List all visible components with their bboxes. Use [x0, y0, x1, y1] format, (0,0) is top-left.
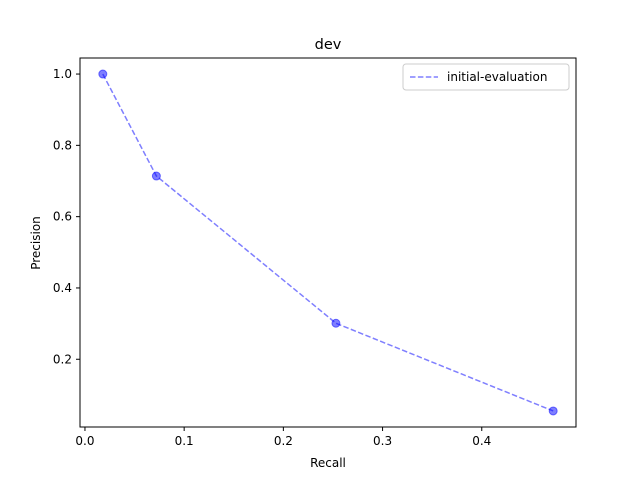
axes-frame — [79, 57, 577, 428]
legend: initial-evaluation — [402, 63, 570, 91]
chart-title: dev — [315, 37, 342, 53]
x-axis-ticks: 0.0 0.1 0.2 0.3 0.4 — [75, 427, 491, 448]
series-line — [102, 73, 554, 412]
x-tick-label: 0.3 — [373, 434, 392, 448]
y-tick-label: 0.4 — [53, 281, 72, 295]
data-point — [548, 406, 558, 416]
legend-box — [402, 63, 570, 91]
data-point — [331, 318, 341, 328]
x-tick-label: 0.0 — [75, 434, 94, 448]
y-tick-label: 0.8 — [53, 138, 72, 152]
y-tick-label: 0.6 — [53, 210, 72, 224]
series-layer — [98, 69, 558, 416]
y-tick-label: 1.0 — [53, 67, 72, 81]
x-axis-label: Recall — [310, 456, 346, 470]
data-point — [98, 69, 108, 79]
y-axis-label: Precision — [29, 216, 43, 270]
plot-area — [79, 57, 577, 428]
x-tick-label: 0.2 — [274, 434, 293, 448]
data-point — [151, 171, 161, 181]
legend-entry-label: initial-evaluation — [447, 70, 547, 84]
y-axis-ticks: 0.2 0.4 0.6 0.8 1.0 — [53, 67, 80, 366]
y-tick-label: 0.2 — [53, 352, 72, 366]
x-tick-label: 0.4 — [472, 434, 491, 448]
x-tick-label: 0.1 — [175, 434, 194, 448]
